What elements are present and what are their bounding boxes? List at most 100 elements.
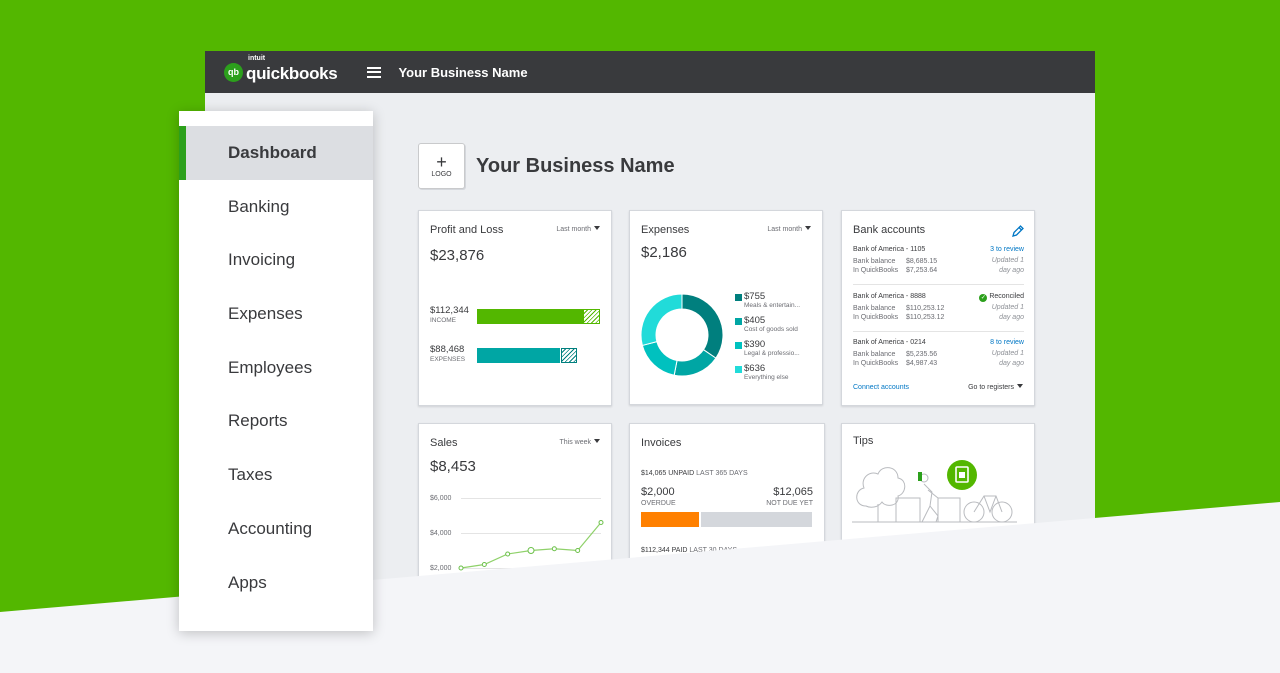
- invoices-card[interactable]: Invoices $14,065 UNPAID LAST 365 DAYS $2…: [629, 423, 825, 591]
- period-label: Last month: [556, 226, 591, 233]
- updated-line-2: day ago: [999, 267, 1024, 274]
- unpaid-summary: $14,065 UNPAID LAST 365 DAYS: [641, 470, 748, 477]
- legend-swatch: [735, 294, 742, 301]
- quickbooks-balance-label: In QuickBooks: [853, 314, 899, 321]
- sales-point[interactable]: [527, 547, 535, 554]
- y-tick-label: $6,000: [430, 495, 452, 502]
- sidebar-item-employees[interactable]: Employees: [228, 357, 313, 377]
- sales-point[interactable]: [551, 546, 557, 552]
- sidebar-item-accounting[interactable]: Accounting: [228, 518, 313, 538]
- sidebar-item-banking[interactable]: Banking: [228, 196, 290, 216]
- bank-balance-value: $8,685.15: [906, 258, 938, 265]
- reconciled-status: ✓ Reconciled: [979, 293, 1024, 302]
- top-business-name: Your Business Name: [398, 64, 528, 80]
- legend-label: Legal & professio...: [744, 350, 800, 357]
- sidebar-item-expenses[interactable]: Expenses: [228, 304, 303, 324]
- caret-down-icon: [594, 439, 600, 443]
- sales-point[interactable]: [481, 562, 487, 567]
- overdue-bar[interactable]: [641, 512, 699, 527]
- sales-line-chart[interactable]: [419, 424, 613, 591]
- overdue-amount: $2,000: [641, 486, 675, 498]
- donut-slice[interactable]: [640, 293, 683, 347]
- donut-slice[interactable]: [681, 293, 724, 359]
- quickbooks-logo[interactable]: qb intuit quickbooks: [224, 55, 338, 84]
- connect-accounts-link[interactable]: Connect accounts: [853, 384, 910, 391]
- paid-period: LAST 30 DAYS: [689, 547, 738, 554]
- sales-point[interactable]: [575, 548, 581, 553]
- sales-point[interactable]: [458, 565, 464, 571]
- sidebar-item-invoicing[interactable]: Invoicing: [228, 250, 296, 270]
- plus-icon: +: [436, 151, 447, 172]
- legend-item[interactable]: $405 Cost of goods sold: [735, 315, 817, 339]
- legend-swatch: [735, 342, 742, 349]
- sidebar-item-reports[interactable]: Reports: [228, 411, 288, 431]
- add-logo-button[interactable]: + LOGO: [418, 143, 465, 189]
- not-due-bar[interactable]: [701, 512, 812, 527]
- legend-item[interactable]: $755 Meals & entertain...: [735, 291, 817, 315]
- unpaid-amount: $14,065 UNPAID: [641, 470, 695, 477]
- review-link[interactable]: 8 to review: [990, 339, 1024, 346]
- card-title: Tips: [853, 435, 874, 447]
- bank-balance-row: Bank balance $110,253.12: [853, 305, 944, 312]
- sales-card[interactable]: Sales This week $8,453 $6,000 $4,000 $2,…: [418, 423, 612, 591]
- period-dropdown[interactable]: This week: [559, 439, 600, 446]
- expenses-label: EXPENSES: [430, 356, 466, 363]
- quickbooks-logo-icon: qb: [224, 62, 243, 82]
- quickbooks-balance-row: In QuickBooks $110,253.12: [853, 314, 944, 321]
- legend-item[interactable]: $636 Everything else: [735, 363, 817, 387]
- legend-label: Cost of goods sold: [744, 326, 798, 333]
- period-label: This week: [559, 439, 591, 446]
- sales-point[interactable]: [505, 551, 511, 557]
- expenses-value: $88,468: [430, 344, 465, 355]
- hamburger-menu-icon[interactable]: [367, 66, 382, 78]
- document-icon: [947, 460, 977, 490]
- updated-timestamp: Updated 1 day ago: [984, 349, 1024, 369]
- expenses-row[interactable]: $88,468 EXPENSES: [430, 344, 605, 368]
- top-bar: qb intuit quickbooks Your Business Name: [205, 51, 1095, 93]
- brand-small-label: intuit: [248, 55, 266, 62]
- sidebar-item-taxes[interactable]: Taxes: [228, 465, 273, 485]
- gridline: [461, 498, 601, 499]
- bank-balance-value: $110,253.12: [906, 305, 945, 312]
- bank-account-entry[interactable]: Bank of America - 1105 Bank balance $8,68…: [853, 246, 1024, 286]
- period-dropdown[interactable]: Last month: [556, 226, 600, 233]
- quickbooks-balance-value: $7,253.64: [906, 267, 938, 274]
- pencil-icon[interactable]: [1011, 224, 1025, 238]
- sidebar-item-dashboard[interactable]: Dashboard: [179, 126, 373, 180]
- quickbooks-balance-value: $4,987.43: [906, 360, 938, 367]
- sidebar-item-apps[interactable]: Apps: [228, 572, 267, 592]
- updated-line-1: Updated 1: [991, 257, 1024, 264]
- registers-label: Go to registers: [968, 384, 1014, 391]
- legend-swatch: [735, 318, 742, 325]
- bank-balance-label: Bank balance: [853, 305, 896, 312]
- sales-total: $8,453: [430, 458, 476, 475]
- paid-amount: $112,344 PAID: [641, 547, 688, 554]
- divider: [853, 331, 1024, 332]
- period-dropdown[interactable]: Last month: [767, 226, 811, 233]
- income-value: $112,344: [430, 305, 469, 316]
- income-bar-hatch: [583, 309, 600, 324]
- bank-balance-label: Bank balance: [853, 351, 896, 358]
- go-to-registers-dropdown[interactable]: Go to registers: [968, 384, 1023, 391]
- logo-label: LOGO: [431, 170, 452, 178]
- bank-account-entry[interactable]: Bank of America - 0214 Bank balance $5,23…: [853, 339, 1024, 379]
- caret-down-icon: [1017, 384, 1023, 388]
- legend-label: Everything else: [744, 374, 789, 381]
- donut-slice[interactable]: [673, 348, 717, 377]
- sales-point[interactable]: [598, 520, 604, 525]
- bank-balance-row: Bank balance $5,235.56: [853, 351, 937, 358]
- review-link[interactable]: 3 to review: [990, 246, 1024, 253]
- not-due-amount: $12,065: [773, 486, 813, 498]
- reconciled-label: Reconciled: [989, 293, 1024, 300]
- expenses-legend: $755 Meals & entertain... $405 Cost of good…: [735, 291, 817, 387]
- divider: [853, 284, 1024, 285]
- expenses-donut-chart[interactable]: [640, 293, 724, 377]
- expenses-card[interactable]: Expenses Last month $2,186 $755 Meals & e…: [629, 210, 823, 405]
- profit-loss-card[interactable]: Profit and Loss Last month $23,876 $112,…: [418, 210, 612, 406]
- donut-slice[interactable]: [641, 341, 678, 376]
- legend-item[interactable]: $390 Legal & professio...: [735, 339, 817, 363]
- income-row[interactable]: $112,344 INCOME: [430, 305, 605, 329]
- tips-card[interactable]: Tips: [841, 423, 1035, 591]
- bank-accounts-card[interactable]: Bank accounts Bank of America - 1105 Ban…: [841, 210, 1035, 406]
- bank-account-entry[interactable]: Bank of America - 8888 Bank balance $110,…: [853, 293, 1024, 333]
